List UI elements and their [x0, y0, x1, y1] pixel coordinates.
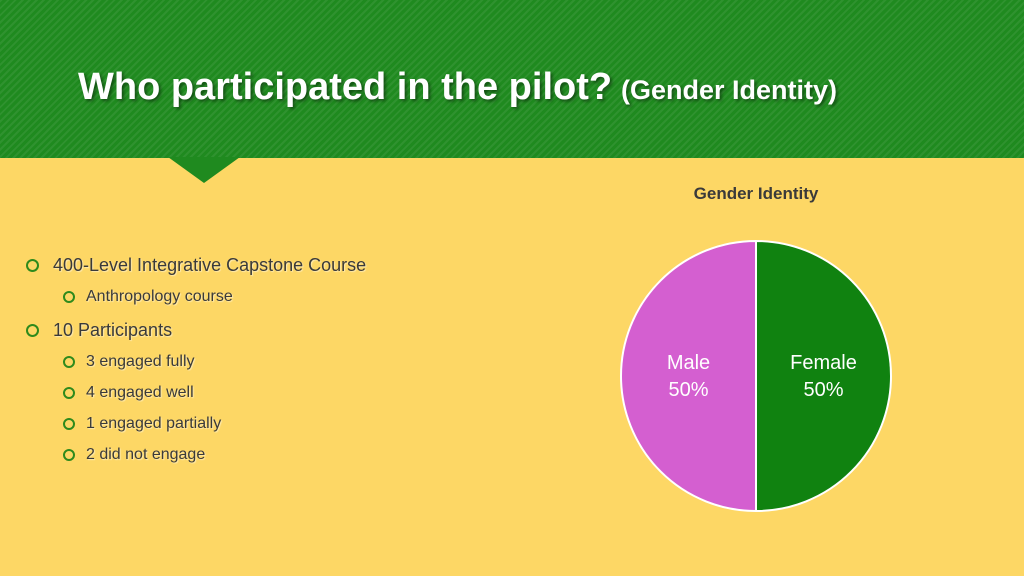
bullet-item: 3 engaged fully	[63, 353, 195, 371]
title-banner: Who participated in the pilot? (Gender I…	[0, 0, 1024, 158]
bullet-text: 1 engaged partially	[86, 415, 222, 432]
pie-slice-male	[620, 239, 757, 513]
bullet-item: 400-Level Integrative Capstone Course	[26, 255, 366, 276]
slice-label-female: Female	[790, 352, 857, 374]
ring-bullet-icon	[63, 291, 75, 303]
bullet-text: Anthropology course	[86, 288, 233, 305]
bullet-item: 4 engaged well	[63, 384, 194, 402]
bullet-item: Anthropology course	[63, 288, 233, 306]
banner-notch	[168, 157, 240, 183]
bullet-text: 2 did not engage	[86, 446, 206, 463]
bullet-item: 10 Participants	[26, 320, 172, 341]
slide-title-main: Who participated in the pilot?	[78, 66, 613, 108]
slice-percent-male: 50%	[668, 379, 708, 401]
slice-label-male: Male	[667, 352, 710, 374]
slide-title-sub: (Gender Identity)	[620, 75, 837, 105]
pie-slice-female	[755, 239, 892, 513]
pie-labels: Female 50% Male 50%	[667, 352, 857, 401]
bullet-text: 4 engaged well	[86, 384, 194, 401]
slide-title: Who participated in the pilot? (Gender I…	[78, 66, 837, 109]
bullet-item: 2 did not engage	[63, 446, 205, 464]
slice-percent-female: 50%	[803, 379, 843, 401]
ring-bullet-icon	[63, 418, 75, 430]
chart-title: Gender Identity	[693, 184, 819, 203]
ring-bullet-icon	[26, 259, 39, 272]
ring-bullet-icon	[63, 356, 75, 368]
bullet-text: 400-Level Integrative Capstone Course	[53, 255, 367, 275]
ring-bullet-icon	[63, 387, 75, 399]
pie-slices	[620, 239, 892, 513]
ring-bullet-icon	[63, 449, 75, 461]
bullet-text: 3 engaged fully	[86, 353, 195, 370]
ring-bullet-icon	[26, 324, 39, 337]
bullet-text: 10 Participants	[53, 320, 173, 340]
bullet-item: 1 engaged partially	[63, 415, 221, 433]
